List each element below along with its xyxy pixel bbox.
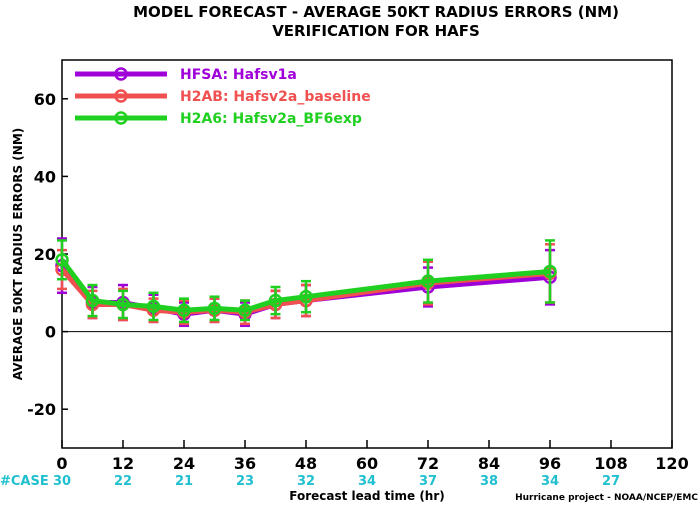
case-count: 38: [480, 474, 498, 489]
data-point: [177, 303, 191, 318]
case-count: 34: [541, 474, 559, 489]
data-point: [207, 301, 222, 316]
y-tick-label: 40: [34, 167, 56, 186]
case-count: 23: [236, 474, 254, 489]
case-count: 37: [419, 474, 437, 489]
chart-title: MODEL FORECAST - AVERAGE 50KT RADIUS ERR…: [133, 3, 619, 21]
x-tick-label: 24: [173, 454, 195, 473]
y-tick-label: -20: [27, 400, 56, 419]
data-point: [238, 303, 252, 318]
data-point: [85, 293, 100, 308]
legend-label: HFSA: Hafsv1a: [180, 67, 297, 83]
case-count: 34: [358, 474, 376, 489]
x-tick-label: 0: [56, 454, 67, 473]
data-point: [55, 253, 69, 267]
case-count: 22: [114, 474, 132, 489]
y-tick-label: 0: [45, 323, 56, 342]
x-tick-label: 36: [234, 454, 256, 473]
y-axis-label: AVERAGE 50KT RADIUS ERRORS (NM): [11, 128, 25, 380]
x-tick-label: 72: [417, 454, 439, 473]
data-point: [146, 299, 161, 314]
x-tick-label: 108: [594, 454, 627, 473]
case-count: 30: [53, 474, 71, 489]
data-point: [543, 264, 557, 279]
series-group: [55, 237, 557, 328]
x-tick-label: 48: [295, 454, 317, 473]
case-count: 27: [602, 474, 620, 489]
y-axis-ticks: 60 40 20 0 -20: [27, 90, 68, 419]
x-tick-label: 120: [655, 454, 688, 473]
legend-marker: [114, 67, 128, 81]
legend-marker: [114, 89, 128, 103]
y-tick-label: 60: [34, 90, 56, 109]
data-point: [299, 289, 313, 304]
chart-subtitle: VERIFICATION FOR HAFS: [272, 22, 480, 40]
x-axis-ticks: 0 12 24 36 48 60 72 84 96 108 120: [56, 440, 689, 473]
data-point: [421, 274, 435, 288]
case-label: #CASE: [0, 474, 49, 489]
legend-label: H2A6: Hafsv2a_BF6exp: [180, 111, 362, 127]
x-tick-label: 60: [356, 454, 378, 473]
data-point: [116, 297, 130, 312]
x-tick-label: 96: [539, 454, 561, 473]
case-count: 32: [297, 474, 315, 489]
credit-text: Hurricane project - NOAA/NCEP/EMC: [515, 493, 698, 503]
x-axis-label: Forecast lead time (hr): [289, 489, 445, 503]
x-tick-label: 12: [112, 454, 134, 473]
data-point: [268, 293, 283, 308]
legend-label: H2AB: Hafsv2a_baseline: [180, 89, 371, 105]
x-tick-label: 84: [478, 454, 500, 473]
case-count: 21: [175, 474, 193, 489]
legend: HFSA: Hafsv1a H2AB: Hafsv2a_baseline H2A6:…: [75, 67, 371, 127]
case-counts: 30 22 21 23 32 34 37 38 34 27: [53, 474, 620, 489]
series: [55, 239, 557, 324]
y-tick-label: 20: [34, 245, 56, 264]
legend-marker: [114, 111, 128, 125]
